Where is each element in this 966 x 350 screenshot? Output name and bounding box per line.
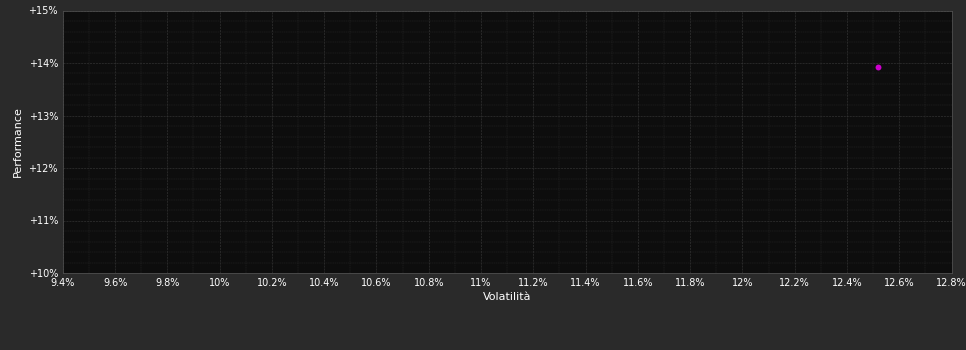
Point [870, 64, 886, 69]
X-axis label: Volatilità: Volatilità [483, 292, 531, 302]
Y-axis label: Performance: Performance [13, 106, 23, 177]
